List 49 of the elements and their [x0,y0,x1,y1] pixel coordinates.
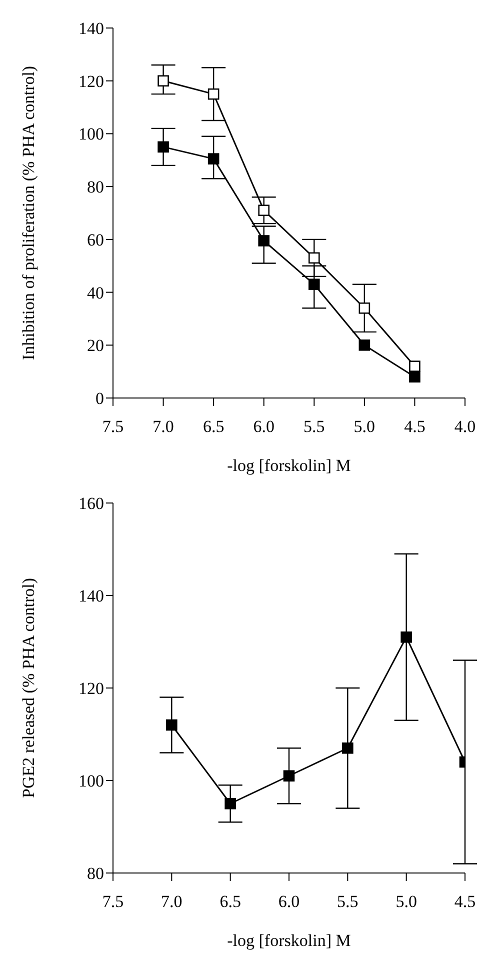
x-axis-title: -log [forskolin] M [227,456,351,475]
y-tick-label: 60 [87,230,104,250]
x-tick-label: 7.5 [102,892,124,912]
x-tick-label: 4.5 [454,892,476,912]
y-tick-label: 120 [78,679,104,698]
x-tick-label: 7.0 [152,417,174,436]
y-tick-label: 40 [87,283,104,302]
point [358,339,370,351]
point [158,75,169,87]
y-axis-title: Inhibition of proliferation (% PHA control) [19,66,38,360]
y-tick-label: 80 [87,864,104,884]
x-tick-label: 7.5 [102,417,124,436]
point [400,631,412,643]
x-tick-label: 6.5 [220,892,241,912]
x-tick-label: 7.0 [161,892,182,912]
point [283,770,295,782]
y-tick-label: 120 [78,72,104,91]
x-tick-label: 6.5 [202,417,224,436]
point [409,360,420,372]
y-tick-label: 140 [78,19,104,38]
x-tick-label: 4.0 [454,417,476,436]
x-tick-label: 5.5 [337,892,358,912]
x-tick-label: 6.0 [278,892,300,912]
y-tick-label: 100 [78,124,104,144]
point [258,204,270,216]
point [208,153,220,164]
x-tick-label: 6.0 [253,417,274,436]
y-tick-label: 100 [78,772,104,791]
y-tick-label: 140 [78,586,104,606]
x-tick-label: 5.5 [304,417,325,436]
y-tick-label: 20 [87,336,104,356]
point [342,742,354,754]
x-tick-label: 5.0 [354,417,376,436]
point [308,278,320,290]
x-tick-label: 5.0 [396,892,417,912]
x-axis-title: -log [forskolin] M [227,931,351,950]
point [166,719,178,731]
y-tick-label: 160 [78,494,104,514]
point [308,252,320,264]
point [158,141,169,153]
point [258,235,270,246]
y-axis-title: PGE2 released (% PHA control) [19,578,38,798]
y-tick-label: 80 [87,178,104,197]
point [208,88,220,100]
point [358,302,370,314]
point [224,798,236,810]
point [409,371,420,383]
y-tick-label: 0 [96,389,104,408]
x-tick-label: 4.5 [404,417,426,436]
